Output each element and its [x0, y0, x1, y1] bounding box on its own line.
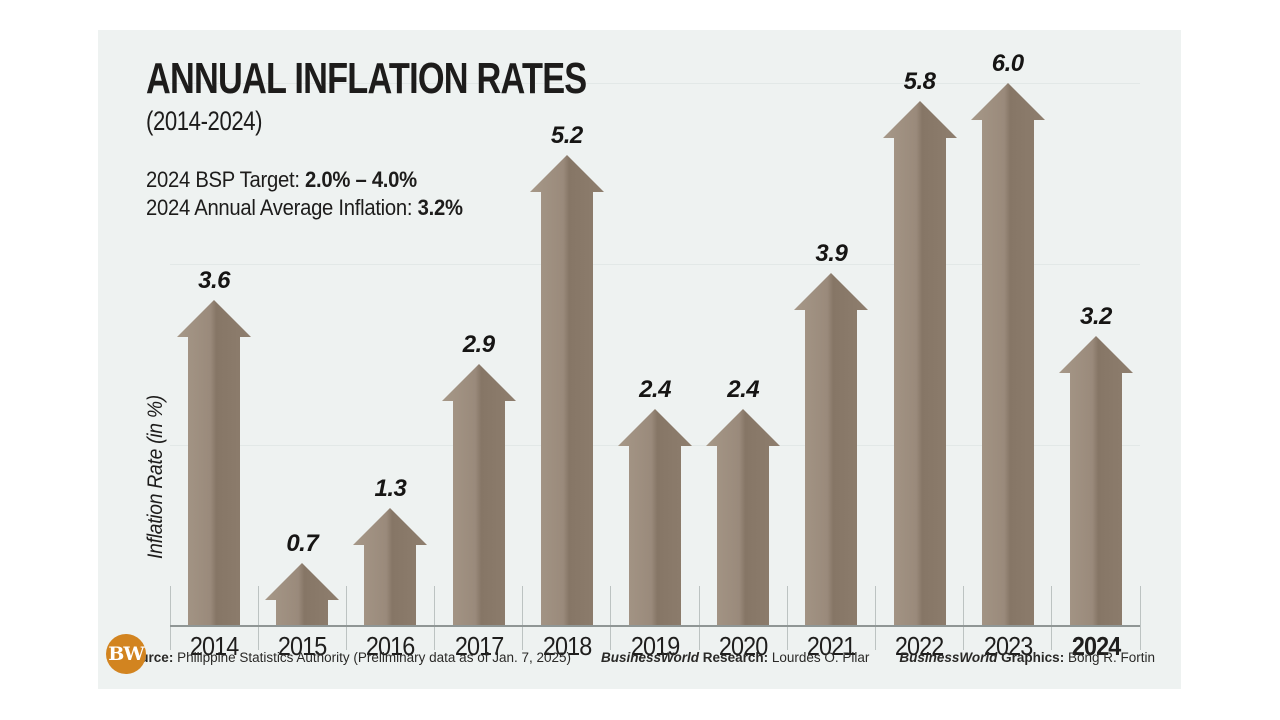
bar-value-label-2016: 1.3: [374, 475, 407, 503]
x-axis-label-2019: 2019: [630, 631, 680, 661]
bar-arrow-shape: [794, 273, 869, 626]
axis-tick: [345, 586, 347, 650]
source-text: Philippine Statistics Authority (Prelimi…: [173, 650, 572, 665]
bar-arrow-2020: [706, 408, 781, 626]
gridline: [170, 83, 1140, 84]
chart-title: ANNUAL INFLATION RATES: [146, 54, 587, 103]
x-axis-label-2020: 2020: [718, 631, 768, 661]
axis-tick: [257, 586, 259, 650]
chart-annotations: 2024 BSP Target: 2.0% – 4.0% 2024 Annual…: [146, 166, 463, 222]
average-inflation-line: 2024 Annual Average Inflation: 3.2%: [146, 194, 463, 222]
axis-tick: [610, 586, 612, 650]
bar-arrow-shape: [177, 300, 252, 626]
bar-arrow-2018: [529, 155, 604, 626]
x-axis-label-2021: 2021: [807, 631, 856, 661]
x-axis-label-2024: 2024: [1071, 631, 1121, 661]
bar-value-label-2015: 0.7: [286, 529, 319, 557]
bar-arrow-shape: [353, 508, 428, 626]
bar-arrow-shape: [529, 155, 604, 626]
axis-tick: [434, 586, 436, 650]
axis-tick: [786, 586, 788, 650]
bar-arrow-shape: [970, 83, 1045, 626]
axis-tick: [963, 586, 965, 650]
x-axis-label-2018: 2018: [542, 631, 592, 661]
bar-arrow-shape: [618, 408, 692, 626]
graphics-name: Bong R. Fortin: [1064, 650, 1155, 665]
bar-value-label-2024: 3.2: [1079, 303, 1112, 331]
source-credit: Source: Philippine Statistics Authority …: [123, 650, 571, 665]
axis-tick: [1139, 586, 1141, 650]
axis-tick: [169, 586, 171, 650]
bar-arrow-shape: [706, 408, 781, 626]
research-credit: BusinessWorld Research: Lourdes O. Pilar: [601, 650, 869, 665]
bar-arrow-shape: [441, 363, 516, 626]
research-name: Lourdes O. Pilar: [768, 650, 870, 665]
graphics-brand: BusinessWorld: [899, 650, 998, 665]
bar-value-label-2021: 3.9: [815, 240, 848, 268]
graphics-credit: BusinessWorld Graphics: Bong R. Fortin: [899, 650, 1155, 665]
bar-arrow-2024: [1058, 336, 1133, 626]
bar-value-label-2019: 2.4: [639, 375, 671, 403]
bar-value-label-2022: 5.8: [903, 68, 936, 96]
bsp-target-label: 2024 BSP Target:: [146, 167, 306, 192]
bar-arrow-2014: [177, 300, 252, 626]
x-axis-line: [170, 625, 1140, 627]
bar-arrow-2015: [265, 562, 340, 626]
bar-value-label-2017: 2.9: [462, 330, 495, 358]
bar-arrow-2017: [441, 363, 516, 626]
infographic-card: 3.6 2014 0.7 2015 1.3 2016 2.9 2017 5.2 2018 2.4 20…: [98, 30, 1181, 689]
bar-arrow-shape: [882, 101, 957, 626]
average-inflation-value: 3.2%: [417, 195, 463, 220]
bar-arrow-2019: [618, 408, 692, 626]
bar-arrow-2021: [794, 273, 869, 626]
bsp-target-line: 2024 BSP Target: 2.0% – 4.0%: [146, 166, 463, 194]
bar-value-label-2020: 2.4: [727, 375, 760, 403]
plot-area: 3.6 2014 0.7 2015 1.3 2016 2.9 2017 5.2 2018 2.4 20…: [169, 30, 1141, 689]
bar-value-label-2014: 3.6: [198, 267, 231, 295]
bar-arrow-shape: [265, 562, 340, 626]
bar-arrow-shape: [1058, 336, 1133, 626]
average-inflation-label: 2024 Annual Average Inflation:: [146, 195, 418, 220]
bar-value-label-2018: 5.2: [550, 122, 583, 150]
x-axis-label-2017: 2017: [454, 631, 503, 661]
x-axis-label-2016: 2016: [366, 631, 415, 661]
axis-tick: [1051, 586, 1053, 650]
bar-arrow-2016: [353, 508, 428, 626]
bsp-target-value: 2.0% – 4.0%: [305, 167, 417, 192]
chart-subtitle: (2014-2024): [146, 106, 263, 136]
bar-value-label-2023: 6.0: [991, 50, 1024, 77]
research-label: Research:: [699, 650, 769, 665]
x-axis-label-2022: 2022: [895, 631, 944, 661]
bar-arrow-2023: [970, 83, 1045, 626]
x-axis-label-2014: 2014: [189, 631, 239, 661]
x-axis-label-2023: 2023: [983, 631, 1032, 661]
y-axis-title: Inflation Rate (in %): [144, 395, 167, 559]
footer-credits: Source: Philippine Statistics Authority …: [123, 650, 1155, 665]
axis-tick: [522, 586, 524, 650]
x-axis-label-2015: 2015: [278, 631, 327, 661]
graphics-label: Graphics:: [997, 650, 1065, 665]
research-brand: BusinessWorld: [601, 650, 700, 665]
bar-arrow-2022: [882, 101, 957, 626]
gridline: [170, 264, 1140, 265]
businessworld-logo: BW: [106, 634, 146, 674]
axis-tick: [698, 586, 700, 650]
axis-tick: [874, 586, 876, 650]
